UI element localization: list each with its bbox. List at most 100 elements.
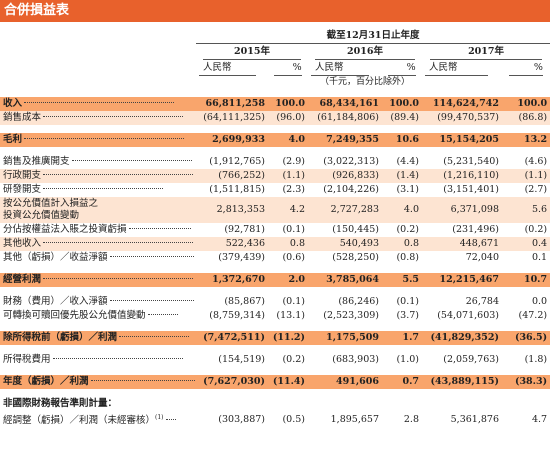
table-row: 研發開支 (1,511,815) (2.3) (2,104,226) (3.1) (3,1… <box>0 183 550 197</box>
cell <box>0 287 550 295</box>
percent: % <box>274 60 302 76</box>
cell <box>0 323 550 331</box>
amount-value: (303,887) <box>218 413 265 425</box>
currency-row: 人民幣 % 人民幣 % 人民幣 % <box>0 60 550 76</box>
amount-value: (379,439) <box>218 252 265 263</box>
amount-value: (1,216,110) <box>422 169 502 183</box>
leader-dots <box>24 102 175 103</box>
income-table: 截至12月31日止年度 2015年 2016年 2017年 人民幣 % 人民幣 … <box>0 22 550 428</box>
row-label: 經營利潤 <box>0 273 196 287</box>
table-row: 其他收入 522,436 0.8 540,493 0.8 448,671 0.4 <box>0 237 550 251</box>
amount-value: (92,781) <box>224 224 265 235</box>
amount-value: (3,022,313) <box>323 156 379 167</box>
percent-value: (89.4) <box>382 111 422 125</box>
label-text: 所得稅費用 <box>3 354 51 365</box>
spacer-row <box>0 265 550 273</box>
label-text: 收入 <box>3 98 23 109</box>
percent-value: (2.3) <box>282 184 305 195</box>
amount-value: (85,867) <box>224 296 265 307</box>
percent-value: 0.4 <box>502 237 550 251</box>
period-row: 截至12月31日止年度 <box>0 28 550 44</box>
leader-dots <box>147 314 178 315</box>
label-text: 除所得稅前（虧損）／利潤 <box>3 332 118 343</box>
amount-value: (528,250) <box>332 252 379 263</box>
amount-value: (99,470,537) <box>422 111 502 125</box>
percent-value: 4.0 <box>268 133 308 147</box>
cell <box>0 60 196 76</box>
percent-value: 0.8 <box>382 237 422 251</box>
amount-value: (926,833) <box>308 169 382 183</box>
percent-value: (1.0) <box>396 354 419 365</box>
percent-value: 0.7 <box>382 375 422 389</box>
percent-cell: % <box>502 60 550 76</box>
percent-value: (4.4) <box>396 156 419 167</box>
percent-value: 1.7 <box>382 331 422 345</box>
leader-dots <box>109 300 194 301</box>
label-text: 其他收入 <box>3 238 42 249</box>
spacer-row <box>0 125 550 133</box>
amount-value: (61,184,806) <box>308 111 382 125</box>
unit-note: （千元，百分比除外） <box>319 77 410 87</box>
amount-value: 2,813,353 <box>196 197 268 223</box>
label-text: 銷售成本 <box>3 112 42 123</box>
table-row: 分佔按權益法入賬之投資虧損 (92,781) (0.1) (150,445) (0.2)… <box>0 223 550 237</box>
percent-value: 5.5 <box>382 273 422 287</box>
percent-value: 5.6 <box>502 197 550 223</box>
label-line: 投資公允價值變動 <box>3 210 80 221</box>
amount-value: (86,246) <box>338 296 379 307</box>
cell <box>0 89 550 97</box>
percent: % <box>509 60 543 76</box>
percent-value: (3.1) <box>396 184 419 195</box>
percent-value: (3.7) <box>396 310 419 321</box>
cell <box>196 397 550 411</box>
table-row: 其他（虧損）／收益淨額 (379,439) (0.6) (528,250) (0.8) 7… <box>0 251 550 265</box>
table-row: 經營利潤 1,372,670 2.0 3,785,064 5.5 12,215,467 10… <box>0 273 550 287</box>
unit-note-row: （千元，百分比除外） <box>0 76 550 89</box>
percent-value: (0.2) <box>524 224 548 235</box>
amount-value: 540,493 <box>308 237 382 251</box>
percent-value: (1.4) <box>382 169 422 183</box>
row-label: 其他（虧損）／收益淨額 <box>0 251 196 265</box>
percent-value: 2.0 <box>268 273 308 287</box>
row-label: 經調整（虧損）／利潤（未經審核）(1) <box>0 411 196 428</box>
cell <box>0 147 550 155</box>
amount-value: 72,040 <box>465 252 499 263</box>
row-label: 研發開支 <box>0 183 196 197</box>
leader-dots <box>90 380 195 381</box>
label-text: 財務（費用）／收入淨額 <box>3 296 108 307</box>
amount-value: (1,912,765) <box>209 156 265 167</box>
amount-value: 66,811,258 <box>196 97 268 111</box>
percent-value: (13.1) <box>276 310 305 321</box>
amount-value: (3,151,401) <box>443 184 499 195</box>
cell <box>422 76 550 89</box>
cell <box>0 125 550 133</box>
percent-value: (0.1) <box>282 296 305 307</box>
percent-value: (0.2) <box>282 354 305 365</box>
title: 合併損益表 <box>4 3 70 18</box>
amount-value: (43,889,115) <box>422 375 502 389</box>
year: 2017年 <box>429 44 543 60</box>
row-label: 年度（虧損）／利潤 <box>0 375 196 389</box>
percent-value: (2.7) <box>524 184 548 195</box>
year-row: 2015年 2016年 2017年 <box>0 44 550 60</box>
leader-dots <box>43 278 194 279</box>
leader-dots <box>119 336 190 337</box>
cell <box>0 76 308 89</box>
percent: % <box>388 60 416 76</box>
table-row: 毛利 2,699,933 4.0 7,249,355 10.6 15,154,205 13.… <box>0 133 550 147</box>
amount-value: (231,496) <box>452 224 499 235</box>
table-row: 非國際財務報告準則計量： <box>0 397 550 411</box>
percent-value: 4.2 <box>268 197 308 223</box>
currency: 人民幣 <box>199 60 256 76</box>
amount-value: 1,372,670 <box>196 273 268 287</box>
percent-value: (0.6) <box>282 252 305 263</box>
row-label: 毛利 <box>0 133 196 147</box>
leader-dots <box>52 358 183 359</box>
year: 2015年 <box>203 44 301 60</box>
amount-value: 6,371,098 <box>422 197 502 223</box>
amount-value: (766,252) <box>196 169 268 183</box>
percent-value: 100.0 <box>382 97 422 111</box>
percent-value: (38.3) <box>502 375 550 389</box>
amount-value: 26,784 <box>465 296 499 307</box>
